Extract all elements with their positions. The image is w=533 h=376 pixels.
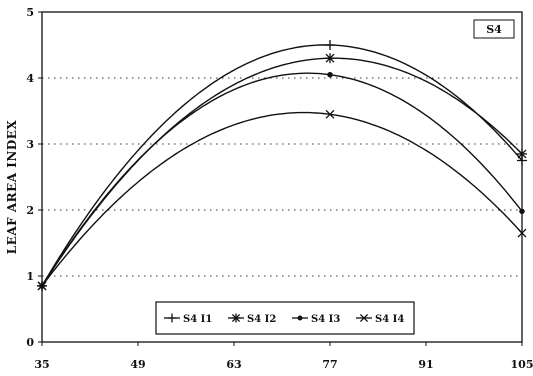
legend-item: S4 I2 [228,313,276,325]
series-lines [41,44,523,287]
plot-frame [41,11,523,343]
panel-label: S4 [486,23,502,36]
legend-item: S4 I4 [356,313,404,325]
series-line-2 [41,57,523,287]
data-point-plus [325,40,335,50]
series-line-4 [41,111,523,287]
legend: S4 I1 S4 I2 S4 I3 S4 I4 [155,301,415,335]
data-point-asterisk [325,53,335,64]
y-tick-label: 4 [26,72,34,85]
series-markers [37,40,527,291]
legend-label: S4 I1 [183,314,212,325]
data-point-dot [519,208,525,215]
x-tick-label: 35 [34,358,49,371]
data-point-dot [327,71,333,78]
y-tick-label: 0 [26,336,34,349]
y-tick-label: 3 [26,138,34,151]
legend-item: S4 I1 [164,313,212,325]
data-point-asterisk [517,148,527,159]
axis-ticks: 0 1 2 3 4 5 35 49 63 77 91 105 [26,6,533,371]
y-tick-label: 1 [26,270,34,283]
x-tick-label: 91 [418,358,433,371]
x-tick-label: 105 [511,358,533,371]
grid-lines [42,77,522,277]
x-tick-label: 49 [130,358,145,371]
series-line-3 [41,72,523,287]
legend-label: S4 I2 [247,314,276,325]
data-point-x [37,281,47,291]
x-tick-label: 63 [226,358,241,371]
data-point-x [325,109,335,119]
data-point-x [517,228,527,238]
y-axis-label: LEAF AREA INDEX [5,120,19,255]
legend-label: S4 I3 [311,314,340,325]
series-line-1 [41,44,523,287]
x-tick-label: 77 [322,358,337,371]
y-tick-label: 5 [26,6,34,19]
legend-label: S4 I4 [375,314,404,325]
legend-item: S4 I3 [292,314,340,325]
panel-label-box: S4 [473,19,515,39]
y-tick-label: 2 [26,204,34,217]
